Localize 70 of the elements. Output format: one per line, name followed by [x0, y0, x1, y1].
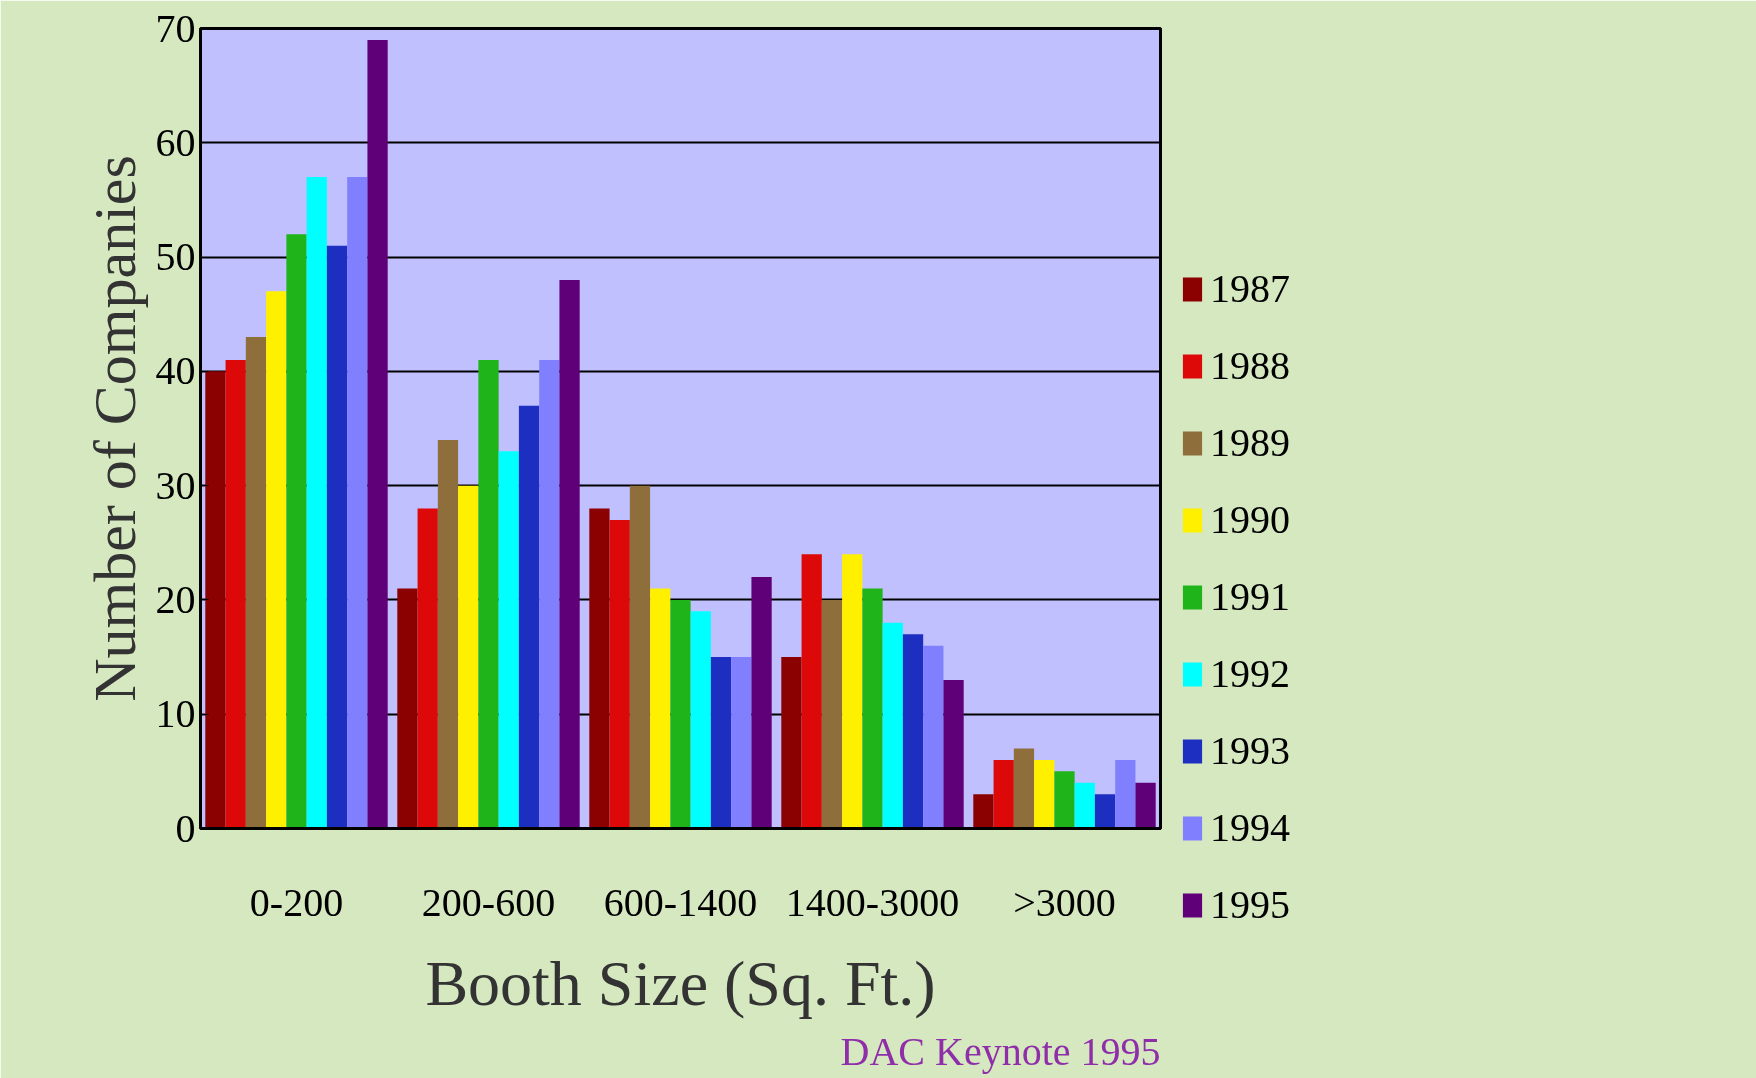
legend-label: 1990 — [1210, 496, 1291, 543]
bar — [1115, 759, 1136, 829]
bar — [437, 439, 459, 829]
y-tick-label: 40 — [155, 348, 196, 394]
bar — [1054, 771, 1075, 829]
bar — [801, 554, 822, 829]
y-tick-label: 60 — [155, 119, 196, 165]
bar — [306, 177, 327, 829]
x-axis-title: Booth Size (Sq. Ft.) — [425, 947, 936, 1019]
bar — [993, 759, 1014, 829]
bar — [1135, 782, 1156, 829]
bar — [1094, 794, 1116, 829]
bar — [690, 611, 711, 829]
bar — [417, 508, 438, 829]
bar — [973, 794, 994, 829]
y-tick-label: 50 — [155, 234, 196, 280]
bar — [266, 291, 287, 829]
bar — [458, 485, 479, 829]
bar — [882, 622, 903, 829]
bar — [923, 645, 944, 829]
text: DAC Keynote 1995 — [840, 1028, 1161, 1074]
bar — [609, 519, 630, 829]
bar — [781, 657, 802, 829]
bar — [1013, 748, 1035, 829]
x-tick-label: 0-200 — [249, 879, 344, 925]
legend-label: 1991 — [1210, 573, 1291, 620]
x-tick-label: >3000 — [1013, 879, 1116, 925]
legend-label: 1988 — [1210, 342, 1291, 389]
bar — [286, 234, 307, 829]
bar — [326, 245, 348, 829]
bar — [862, 588, 883, 829]
bar — [367, 39, 388, 829]
bar — [347, 177, 368, 829]
y-tick-label: 70 — [155, 5, 196, 51]
bar — [629, 485, 651, 829]
legend-label: 1987 — [1210, 265, 1291, 312]
bar — [559, 279, 580, 829]
y-tick-label: 20 — [155, 576, 196, 622]
legend-label: 1995 — [1210, 881, 1291, 928]
legend-label: 1993 — [1210, 727, 1291, 774]
bar — [731, 657, 752, 829]
bar — [842, 554, 863, 829]
x-tick-label: 200-600 — [421, 879, 556, 925]
legend-label: 1994 — [1210, 804, 1291, 851]
bar — [902, 634, 924, 829]
bar — [539, 359, 560, 829]
bar — [397, 588, 418, 829]
legend-label: 1992 — [1210, 650, 1291, 697]
y-tick-label: 30 — [155, 462, 196, 508]
x-tick-label: 600-1400 — [603, 879, 758, 925]
bar — [225, 359, 246, 829]
bar — [821, 599, 843, 829]
bar — [498, 451, 519, 829]
bar — [589, 508, 610, 829]
bar — [518, 405, 540, 829]
bar — [478, 359, 499, 829]
bar — [751, 577, 772, 829]
bar — [245, 337, 267, 829]
y-tick-label: 10 — [155, 691, 196, 737]
x-tick-label: 1400-3000 — [785, 879, 960, 925]
y-tick-label: 0 — [175, 805, 196, 851]
bar — [710, 657, 732, 829]
bar — [650, 588, 671, 829]
bar — [205, 371, 226, 829]
y-axis-title: Number of Companies — [81, 155, 148, 702]
bar — [670, 599, 691, 829]
bar — [943, 679, 964, 829]
bar — [1074, 782, 1095, 829]
bar — [1034, 759, 1055, 829]
legend-label: 1989 — [1210, 419, 1291, 466]
